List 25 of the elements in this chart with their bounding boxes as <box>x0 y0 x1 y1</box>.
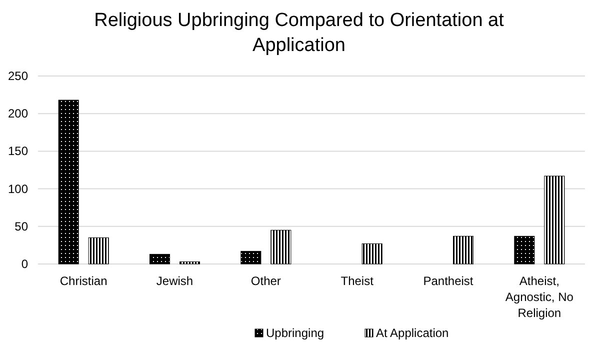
bar <box>270 230 292 264</box>
bar <box>514 236 535 264</box>
bar <box>453 236 474 264</box>
x-tick-label: Theist <box>340 274 374 288</box>
legend-label: Upbringing <box>266 326 324 340</box>
chart-title: Religious Upbringing Compared to Orientation at Application <box>94 10 505 56</box>
y-tick-label: 0 <box>21 257 28 271</box>
x-tick-label: Pantheist <box>423 274 474 288</box>
bar <box>58 100 79 264</box>
x-tick-label: Atheist, Agnostic, No Religion <box>505 274 574 320</box>
y-tick-label: 200 <box>8 106 28 121</box>
bar <box>544 176 565 264</box>
y-tick-label: 250 <box>8 69 28 83</box>
x-tick-label: Christian <box>60 274 108 288</box>
bar <box>362 243 382 264</box>
bar <box>150 254 170 264</box>
bar <box>88 237 109 264</box>
legend-label: At Application <box>376 326 449 340</box>
bar <box>180 261 200 264</box>
y-tick-label: 100 <box>8 182 28 196</box>
y-tick-label: 150 <box>8 144 28 158</box>
x-tick-label: Jewish <box>156 274 194 288</box>
x-tick-label: Other <box>250 274 281 288</box>
y-tick-label: 50 <box>14 219 28 234</box>
bar <box>240 250 262 264</box>
